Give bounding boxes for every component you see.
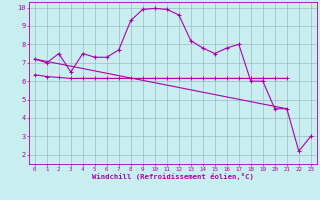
X-axis label: Windchill (Refroidissement éolien,°C): Windchill (Refroidissement éolien,°C) — [92, 173, 254, 180]
